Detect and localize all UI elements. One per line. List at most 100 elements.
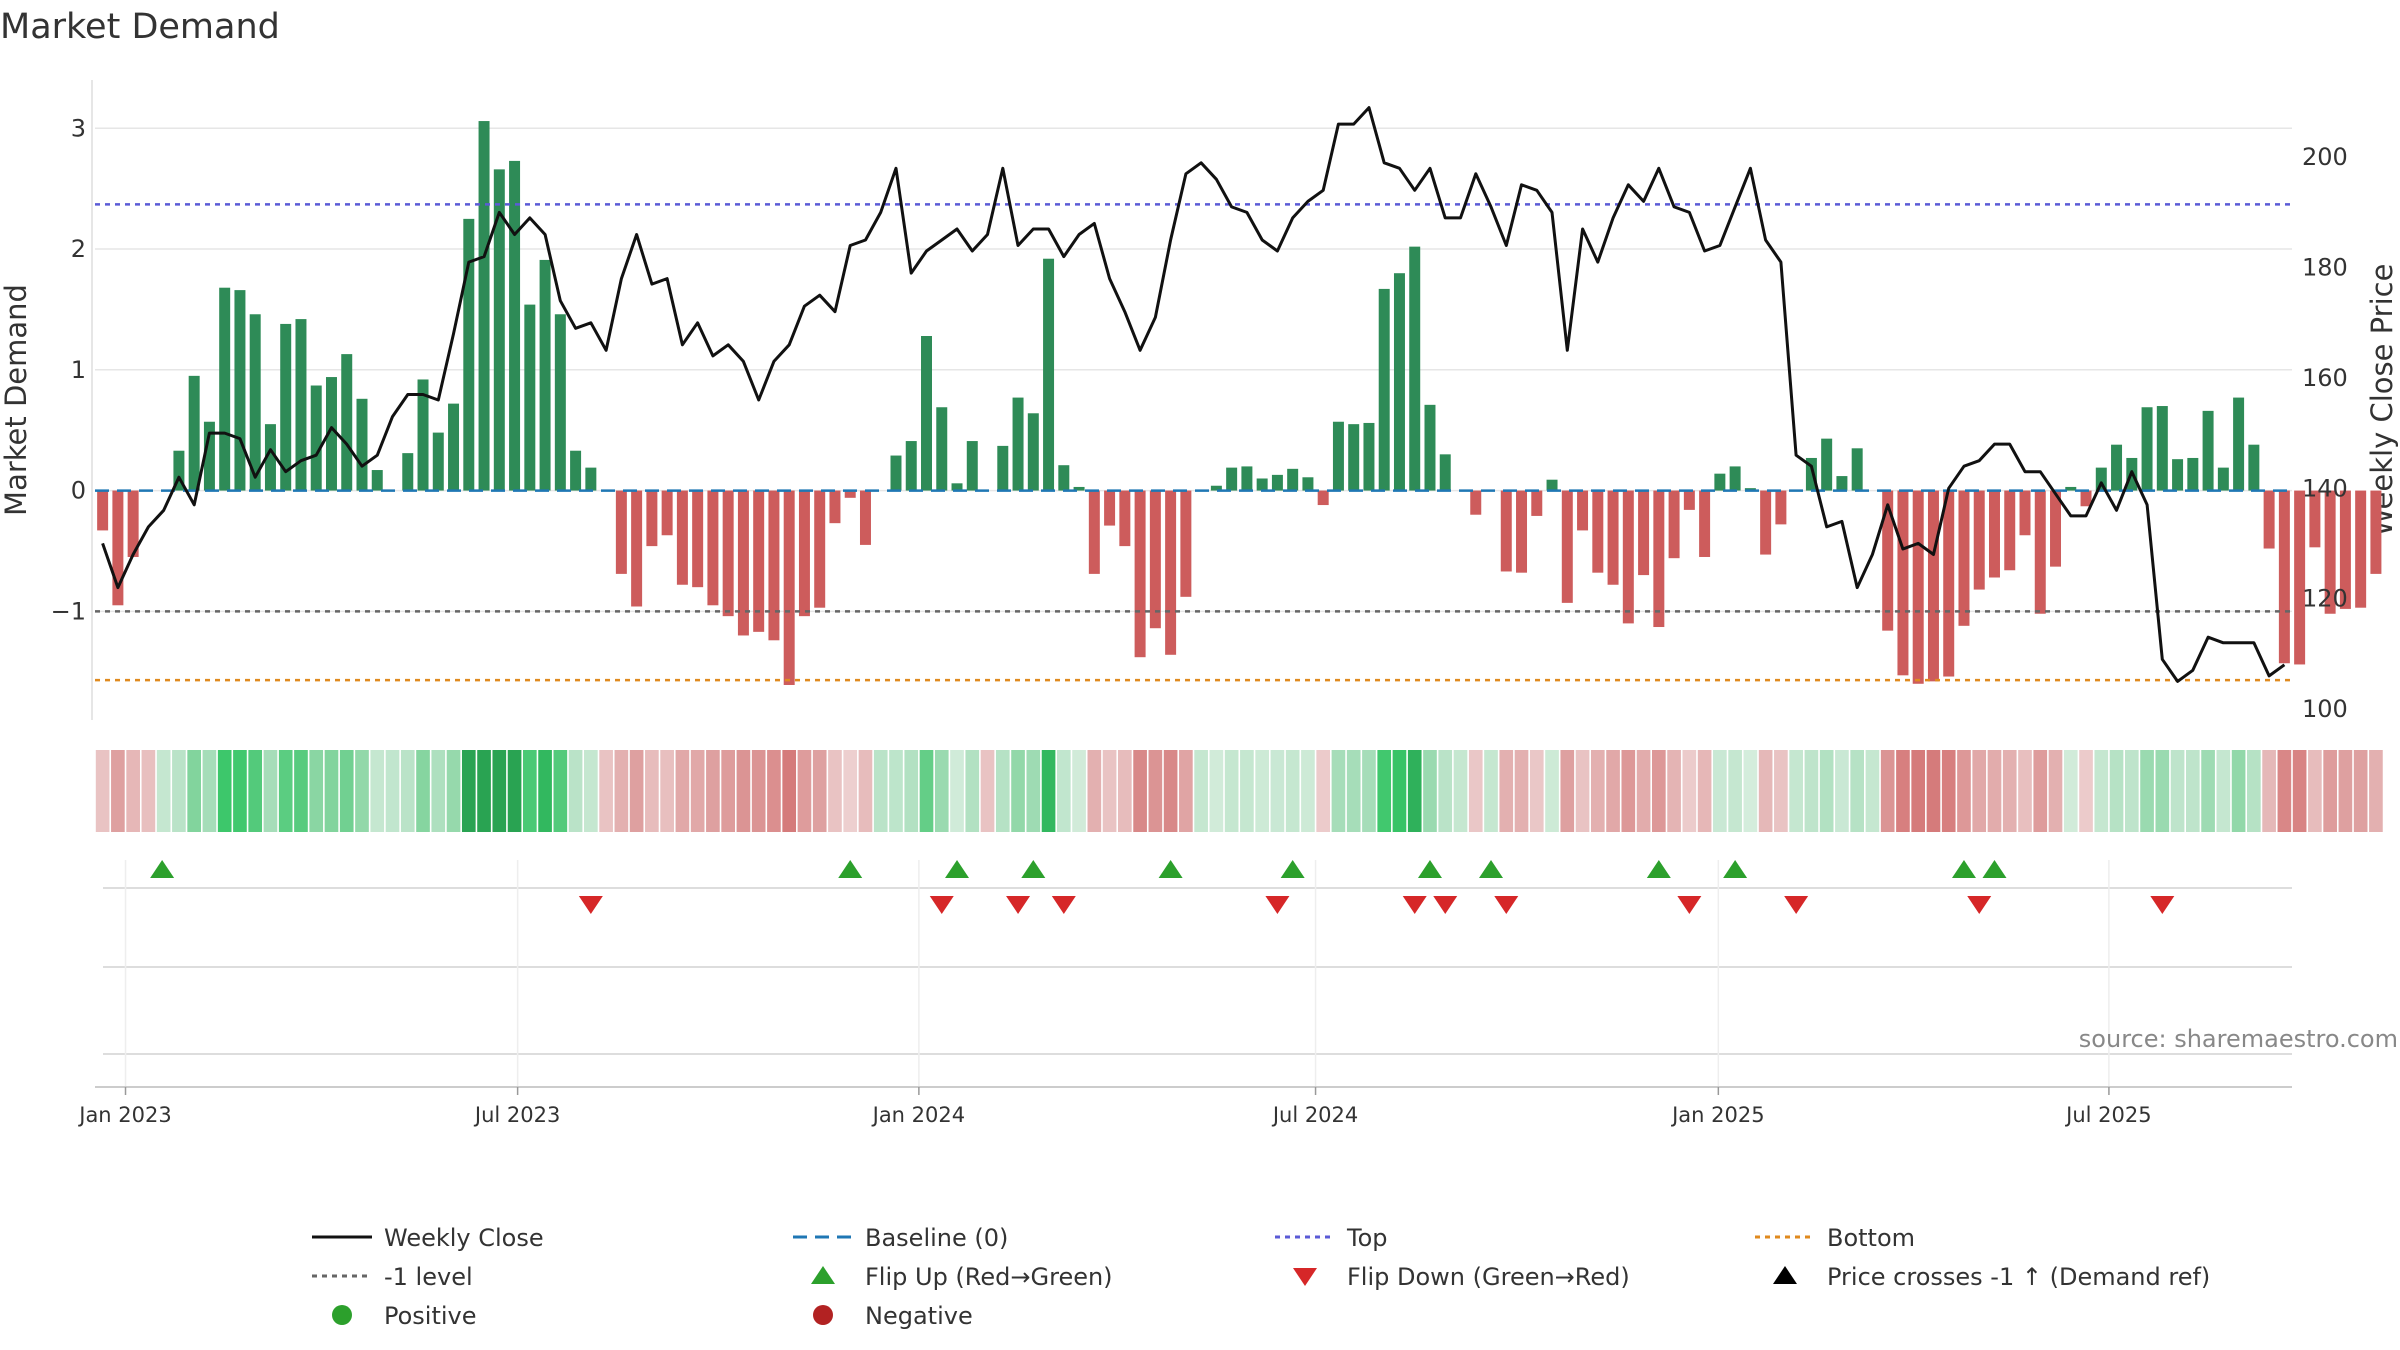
heat-cell [721, 750, 735, 832]
bar-negative [1470, 490, 1482, 515]
bar-positive [1409, 246, 1421, 491]
bar-positive [921, 336, 932, 491]
heat-cell [645, 750, 659, 832]
heat-cell [980, 750, 995, 832]
bar-positive [1378, 288, 1390, 491]
heat-cell [797, 750, 812, 832]
bar-negative [1958, 490, 1970, 626]
legend-swatch-triangle-up [1773, 1266, 1797, 1284]
heat-cell [1499, 750, 1514, 832]
bar-negative [1622, 490, 1634, 624]
heat-cell [1026, 750, 1041, 832]
bar-negative [1912, 490, 1924, 684]
bar-positive [1287, 468, 1299, 491]
heat-cell [2018, 750, 2032, 832]
heat-cell [1438, 750, 1453, 832]
bar-negative [1516, 490, 1528, 573]
heat-cell [2308, 750, 2322, 832]
heat-cell [1377, 750, 1392, 832]
bar-positive [1256, 478, 1268, 491]
bar-positive [2111, 444, 2123, 491]
bar-negative [814, 490, 826, 608]
bar-positive [280, 323, 292, 491]
bar-negative [753, 490, 765, 632]
bar-negative [97, 490, 109, 531]
bar-negative [1638, 490, 1650, 576]
legend-label: Positive [384, 1302, 477, 1330]
heat-cell [1758, 750, 1773, 832]
heat-cell [1056, 750, 1071, 832]
heat-cell [706, 750, 720, 832]
bar-positive [997, 445, 1009, 491]
bar-positive [2217, 467, 2229, 491]
heat-cell [2170, 750, 2185, 832]
legend-label: Top [1346, 1224, 1388, 1252]
heat-cell [2292, 750, 2307, 832]
legend-label: Flip Down (Green→Red) [1347, 1263, 1630, 1291]
bar-positive [1210, 485, 1222, 491]
heat-cell [1453, 750, 1468, 832]
heat-cell [2247, 750, 2261, 832]
bar-positive [1729, 466, 1741, 491]
x-tick-label: Jul 2025 [2064, 1103, 2151, 1127]
heat-cell [1148, 750, 1163, 832]
bar-positive [249, 314, 261, 491]
flip-down-marker [1433, 896, 1458, 914]
heat-cell [1728, 750, 1742, 832]
flip-up-marker [1417, 860, 1442, 878]
flip-down-marker [1006, 896, 1031, 914]
bar-positive [234, 290, 246, 491]
bar-negative [829, 490, 841, 524]
heat-cell [309, 750, 324, 832]
bar-positive [371, 470, 383, 491]
bar-positive [570, 450, 582, 491]
heat-cell [1240, 750, 1254, 832]
heat-cell [1316, 750, 1331, 832]
level-lines [95, 203, 2292, 682]
flip-up-marker [150, 860, 175, 878]
bar-negative [127, 490, 139, 557]
heat-cell [675, 750, 690, 832]
heat-cell [1652, 750, 1666, 832]
x-tick-label: Jan 2025 [1670, 1103, 1765, 1127]
heat-cell [843, 750, 858, 832]
bar-negative [1668, 490, 1680, 559]
heat-cell [2094, 750, 2109, 832]
bar-negative [2370, 490, 2382, 574]
bar-negative [1607, 490, 1619, 585]
heat-cell [1285, 750, 1300, 832]
heat-cell [263, 750, 278, 832]
bar-positive [402, 453, 414, 491]
bar-negative [859, 490, 871, 545]
heat-cell [1865, 750, 1880, 832]
bar-negative [1531, 490, 1543, 516]
bar-positive [1439, 454, 1451, 491]
bar-negative [2050, 490, 2062, 567]
y-ticks: 3 2 1 0 −1 200 180 160 140 120 100 [51, 114, 2348, 723]
bar-negative [1943, 490, 1955, 677]
bar-positive [1836, 476, 1848, 491]
heat-cell [1331, 750, 1346, 832]
bar-negative [1927, 490, 1939, 682]
y-tick-right: 160 [2302, 364, 2348, 392]
price-line [101, 106, 2286, 683]
heat-cell [1590, 750, 1605, 832]
heat-cell [1346, 750, 1361, 832]
bar-positive [2141, 407, 2153, 491]
flip-up-marker [1982, 860, 2007, 878]
legend-label: -1 level [384, 1263, 473, 1291]
bar-negative [112, 490, 124, 606]
heat-cell [1468, 750, 1483, 832]
legend-label: Baseline (0) [865, 1224, 1008, 1252]
heat-cell [1529, 750, 1544, 832]
heat-cell [1072, 750, 1086, 832]
heat-cell [1163, 750, 1178, 832]
heat-cell [767, 750, 781, 832]
heat-cell [1682, 750, 1697, 832]
y-tick-left: −1 [51, 597, 86, 625]
bar-negative [1149, 490, 1161, 629]
heat-cell [233, 750, 247, 832]
source-label: source: sharemaestro.com [2079, 1025, 2398, 1053]
y-axis-label-right: Weekly Close Price [2365, 264, 2399, 537]
heat-cell [919, 750, 934, 832]
